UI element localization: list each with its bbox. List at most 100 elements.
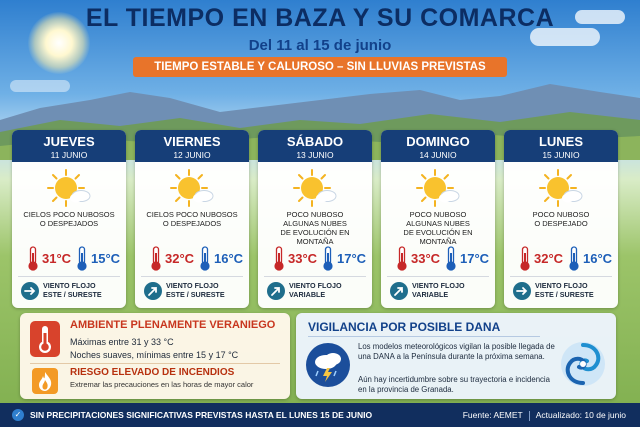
- heat-min-text: Noches suaves, mínimas entre 15 y 17 °C: [70, 350, 239, 360]
- day-name: JUEVES: [43, 134, 95, 149]
- forecast-card: LUNES 15 JUNIO POCO NUBOSO O DESPEJADO 32°C 1…: [504, 130, 618, 308]
- condition-line: POCO NUBOSO: [409, 210, 467, 219]
- heat-max-text: Máximas entre 31 y 33 °C: [70, 337, 174, 347]
- wind-speed: VIENTO FLOJO: [43, 281, 96, 290]
- min-temp: 15°C: [91, 251, 121, 266]
- wind-direction: VARIABLE: [412, 290, 449, 299]
- wind-info: VIENTO FLOJO ESTE / SURESTE: [166, 281, 246, 299]
- wind-speed: VIENTO FLOJO: [166, 281, 219, 290]
- dana-paragraph-1: Los modelos meteorológicos vigilan la po…: [358, 342, 555, 361]
- temperature-row: 32°C 16°C: [135, 246, 249, 274]
- card-header: DOMINGO 14 JUNIO: [381, 130, 495, 162]
- max-temp: 32°C: [534, 251, 564, 266]
- thermometer-hot-icon: [518, 246, 532, 272]
- condition-line: CIELOS POCO NUBOSOS: [23, 210, 115, 219]
- summary-banner: TIEMPO ESTABLE Y CALUROSO – SIN LLUVIAS …: [133, 57, 507, 77]
- day-date: 11 JUNIO: [50, 150, 88, 160]
- day-date: 13 JUNIO: [296, 150, 334, 160]
- day-name: SÁBADO: [286, 134, 344, 149]
- wind-info: VIENTO FLOJO VARIABLE: [289, 281, 369, 299]
- min-temp: 16°C: [214, 251, 244, 266]
- check-icon: ✓: [12, 409, 24, 421]
- thermometer-hot-icon: [395, 246, 409, 272]
- temperature-row: 33°C 17°C: [258, 246, 372, 274]
- divider: [510, 276, 612, 277]
- card-header: SÁBADO 13 JUNIO: [258, 130, 372, 162]
- min-temp: 16°C: [583, 251, 613, 266]
- footer-meta: Fuente: AEMET Actualizado: 10 de junio: [463, 410, 626, 421]
- forecast-card: JUEVES 11 JUNIO CIELOS POCO NUBOSOS O DESPE…: [12, 130, 126, 308]
- min-temp: 17°C: [337, 251, 367, 266]
- thermometer-cold-icon: [198, 246, 212, 272]
- sky-condition: POCO NUBOSO ALGUNAS NUBES DE EVOLUCIÓN EN …: [262, 210, 368, 246]
- thermometer-hot-icon: [149, 246, 163, 272]
- dana-paragraph-2: Aún hay incertidumbre sobre su trayector…: [358, 375, 550, 394]
- min-temp: 17°C: [460, 251, 490, 266]
- wind-direction: VARIABLE: [289, 290, 326, 299]
- wind-speed: VIENTO FLOJO: [289, 281, 342, 290]
- updated-text: Actualizado: 10 de junio: [535, 410, 626, 420]
- wind-info: VIENTO FLOJO ESTE / SURESTE: [43, 281, 123, 299]
- condition-line: DE EVOLUCIÓN EN MONTAÑA: [403, 228, 473, 246]
- thermometer-cold-icon: [567, 246, 581, 272]
- page-title: EL TIEMPO EN BAZA Y SU COMARCA: [85, 4, 555, 32]
- dana-title: VIGILANCIA POR POSIBLE DANA: [308, 320, 501, 334]
- forecast-card: SÁBADO 13 JUNIO POCO NUBOSO ALGUNAS NUBES DE…: [258, 130, 372, 308]
- heat-panel: AMBIENTE PLENAMENTE VERANIEGO Máximas en…: [20, 313, 290, 399]
- max-temp: 31°C: [42, 251, 72, 266]
- fire-risk-title: RIESGO ELEVADO DE INCENDIOS: [70, 367, 235, 378]
- card-header: LUNES 15 JUNIO: [504, 130, 618, 162]
- sky-condition: CIELOS POCO NUBOSOS O DESPEJADOS: [16, 210, 122, 228]
- dana-panel: VIGILANCIA POR POSIBLE DANA Los modelos …: [296, 313, 616, 399]
- condition-line: CIELOS POCO NUBOSOS: [146, 210, 238, 219]
- condition-line: DE EVOLUCIÓN EN MONTAÑA: [280, 228, 350, 246]
- thermometer-icon: [30, 321, 60, 357]
- footer-note: SIN PRECIPITACIONES SIGNIFICATIVAS PREVI…: [30, 410, 373, 420]
- arrow-right-icon: [21, 282, 39, 300]
- arrow-up-right-icon: [144, 282, 162, 300]
- cyclone-swirl-icon: [561, 342, 605, 386]
- condition-line: O DESPEJADOS: [39, 219, 99, 228]
- day-date: 15 JUNIO: [542, 150, 580, 160]
- day-date: 12 JUNIO: [173, 150, 211, 160]
- wind-info: VIENTO FLOJO ESTE / SURESTE: [535, 281, 615, 299]
- background-cloud: [530, 28, 600, 46]
- sky-condition: POCO NUBOSO ALGUNAS NUBES DE EVOLUCIÓN EN …: [385, 210, 491, 246]
- arrow-up-right-icon: [390, 282, 408, 300]
- temperature-row: 32°C 16°C: [504, 246, 618, 274]
- forecast-card: DOMINGO 14 JUNIO POCO NUBOSO ALGUNAS NUBES D…: [381, 130, 495, 308]
- sun-cloud-icon: [538, 168, 586, 208]
- forecast-card: VIERNES 12 JUNIO CIELOS POCO NUBOSOS O DESP…: [135, 130, 249, 308]
- day-name: DOMINGO: [406, 134, 470, 149]
- sun-cloud-icon: [415, 168, 463, 208]
- heat-title: AMBIENTE PLENAMENTE VERANIEGO: [70, 319, 276, 331]
- thermometer-cold-icon: [444, 246, 458, 272]
- sun-cloud-icon: [46, 168, 94, 208]
- wind-speed: VIENTO FLOJO: [412, 281, 465, 290]
- background-cloud: [10, 80, 70, 92]
- wind-info: VIENTO FLOJO VARIABLE: [412, 281, 492, 299]
- condition-line: POCO NUBOSO: [532, 210, 590, 219]
- condition-line: ALGUNAS NUBES: [406, 219, 470, 228]
- fire-icon: [32, 368, 58, 394]
- divider: [387, 276, 489, 277]
- source-text: Fuente: AEMET: [462, 410, 523, 420]
- background-cloud: [575, 10, 625, 24]
- sun-glow: [28, 12, 90, 74]
- day-name: VIERNES: [163, 134, 221, 149]
- max-temp: 33°C: [288, 251, 318, 266]
- thermometer-cold-icon: [321, 246, 335, 272]
- condition-line: O DESPEJADO: [534, 219, 588, 228]
- divider: [308, 336, 540, 337]
- condition-line: POCO NUBOSO: [286, 210, 344, 219]
- divider: [18, 276, 120, 277]
- max-temp: 33°C: [411, 251, 441, 266]
- card-header: JUEVES 11 JUNIO: [12, 130, 126, 162]
- divider: [141, 276, 243, 277]
- card-header: VIERNES 12 JUNIO: [135, 130, 249, 162]
- day-name: LUNES: [538, 134, 584, 149]
- wind-direction: ESTE / SURESTE: [535, 290, 594, 299]
- max-temp: 32°C: [165, 251, 195, 266]
- condition-line: ALGUNAS NUBES: [283, 219, 347, 228]
